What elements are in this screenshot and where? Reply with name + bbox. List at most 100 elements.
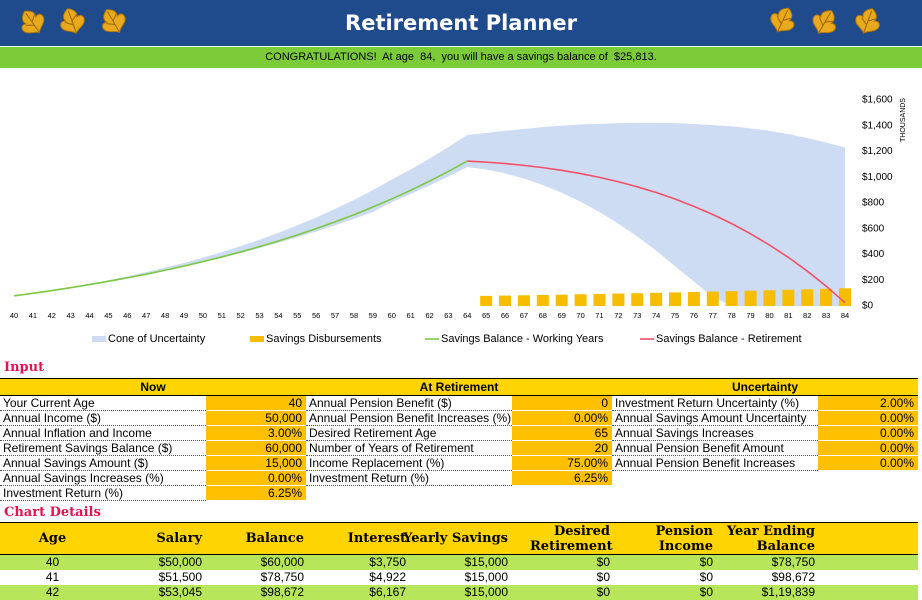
input-label: Annual Pension Benefit ($) xyxy=(306,396,512,411)
column-header: Desired Retirement xyxy=(511,523,613,554)
legend-item: Savings Balance - Working Years xyxy=(425,333,604,345)
x-tick-label: 70 xyxy=(576,311,584,320)
input-value: 15,000 xyxy=(206,456,306,471)
input-label: Your Current Age xyxy=(0,396,206,411)
input-value: 65 xyxy=(512,426,612,441)
x-tick-label: 41 xyxy=(29,311,37,320)
column-header-text: Yearly Savings xyxy=(403,531,508,546)
input-value: 75.00% xyxy=(512,456,612,471)
x-tick-label: 42 xyxy=(48,311,56,320)
input-value: 0.00% xyxy=(206,471,306,486)
legend-swatch xyxy=(250,336,264,342)
line xyxy=(467,160,846,304)
input-label: Investment Return (%) xyxy=(0,486,206,501)
x-tick-label: 73 xyxy=(633,311,641,320)
chart: $0 $200 $400 $600 $800 $1,000 $1,200 $1,400 $1,6… xyxy=(10,95,907,345)
input-label: Annual Income ($) xyxy=(0,411,206,426)
input-row: Annual Savings Amount Uncertainty 0.00% xyxy=(612,411,918,426)
column-header-text: Age xyxy=(38,531,67,546)
table-cell: $50,000 xyxy=(158,555,202,569)
bar xyxy=(612,293,625,306)
y-tick-label: $0 xyxy=(862,301,874,312)
bar xyxy=(517,295,530,306)
bar xyxy=(499,295,512,306)
x-tick-label: 66 xyxy=(501,311,509,320)
x-tick-label: 43 xyxy=(66,311,74,320)
column-header-text: Balance xyxy=(245,531,304,546)
bar xyxy=(480,295,493,306)
column-header: Interest xyxy=(307,523,409,554)
cone-area xyxy=(14,122,845,306)
title-bar xyxy=(0,0,922,46)
bar xyxy=(574,294,587,306)
input-label: Annual Savings Amount ($) xyxy=(0,456,206,471)
column-header-text: Pension Income xyxy=(655,523,713,554)
input-row: Annual Income ($) 50,000 xyxy=(0,411,306,426)
x-tick-label: 49 xyxy=(180,311,188,320)
column-header: Salary xyxy=(105,523,205,554)
x-tick-label: 47 xyxy=(142,311,150,320)
bar xyxy=(631,293,644,306)
input-value: 60,000 xyxy=(206,441,306,456)
input-value: 40 xyxy=(206,396,306,411)
x-tick-label: 57 xyxy=(331,311,339,320)
data-row: 42 $53,045 $98,672 $6,167 $15,000 $0 $0 $1,19,8… xyxy=(0,585,918,600)
input-value: 20 xyxy=(512,441,612,456)
input-row: Investment Return (%) 6.25% xyxy=(306,471,612,486)
column-header: Balance xyxy=(205,523,307,554)
input-row: Investment Return (%) 6.25% xyxy=(0,486,306,501)
input-label: Annual Pension Benefit Increases (%) xyxy=(306,411,512,426)
table-cell: $0 xyxy=(699,570,713,584)
section-title: Input xyxy=(4,360,45,375)
input-value: 0.00% xyxy=(512,411,612,426)
table-cell: $78,750 xyxy=(771,555,815,569)
data-row: 41 $51,500 $78,750 $4,922 $15,000 $0 $0 $98,672 xyxy=(0,570,918,585)
input-value: 0.00% xyxy=(818,456,918,471)
bar xyxy=(839,288,851,306)
section-title: Chart Details xyxy=(4,505,101,520)
input-label: Number of Years of Retirement xyxy=(306,441,512,456)
input-row: Your Current Age 40 xyxy=(0,396,306,411)
legend-label: Savings Balance - Retirement xyxy=(656,333,802,345)
x-tick-label: 59 xyxy=(369,311,377,320)
x-tick-label: 55 xyxy=(293,311,301,320)
x-tick-label: 65 xyxy=(482,311,490,320)
bar xyxy=(687,292,700,306)
input-group: At Retirement Annual Pension Benefit ($) 0… xyxy=(306,378,612,486)
legend-item: Savings Disbursements xyxy=(250,333,382,345)
x-tick-label: 45 xyxy=(104,311,112,320)
table-cell: $15,000 xyxy=(464,585,508,599)
table-cell: 40 xyxy=(45,555,60,569)
legend-swatch xyxy=(92,336,106,342)
table-cell: $0 xyxy=(596,585,610,599)
y-tick-label: $1,400 xyxy=(862,120,893,131)
bar xyxy=(650,292,663,306)
table-cell: $0 xyxy=(699,555,713,569)
x-tick-label: 46 xyxy=(123,311,131,320)
y-tick-label: $800 xyxy=(862,198,885,209)
bar xyxy=(763,290,776,306)
input-label: Annual Inflation and Income xyxy=(0,426,206,441)
input-label: Desired Retirement Age xyxy=(306,426,512,441)
x-tick-label: 76 xyxy=(690,311,698,320)
x-tick-label: 68 xyxy=(539,311,547,320)
x-tick-label: 77 xyxy=(709,311,717,320)
input-row: Annual Pension Benefit Increases (%) 0.00… xyxy=(306,411,612,426)
bar xyxy=(536,294,549,306)
group-heading: Now xyxy=(0,378,306,396)
input-row: Annual Inflation and Income 3.00% xyxy=(0,426,306,441)
column-header: Yearly Savings xyxy=(403,523,511,554)
x-tick-label: 40 xyxy=(10,311,18,320)
table-cell: $0 xyxy=(596,570,610,584)
x-tick-label: 58 xyxy=(350,311,358,320)
x-tick-label: 69 xyxy=(558,311,566,320)
column-header: Pension Income xyxy=(613,523,716,554)
x-tick-label: 72 xyxy=(614,311,622,320)
x-tick-label: 61 xyxy=(406,311,414,320)
input-value: 3.00% xyxy=(206,426,306,441)
column-header: Age xyxy=(0,523,105,554)
input-row: Annual Pension Benefit Increases 0.00% xyxy=(612,456,918,471)
input-value: 0.00% xyxy=(818,411,918,426)
legend-item: Savings Balance - Retirement xyxy=(640,333,802,345)
data-row: 40 $50,000 $60,000 $3,750 $15,000 $0 $0 $78,750 xyxy=(0,555,918,570)
